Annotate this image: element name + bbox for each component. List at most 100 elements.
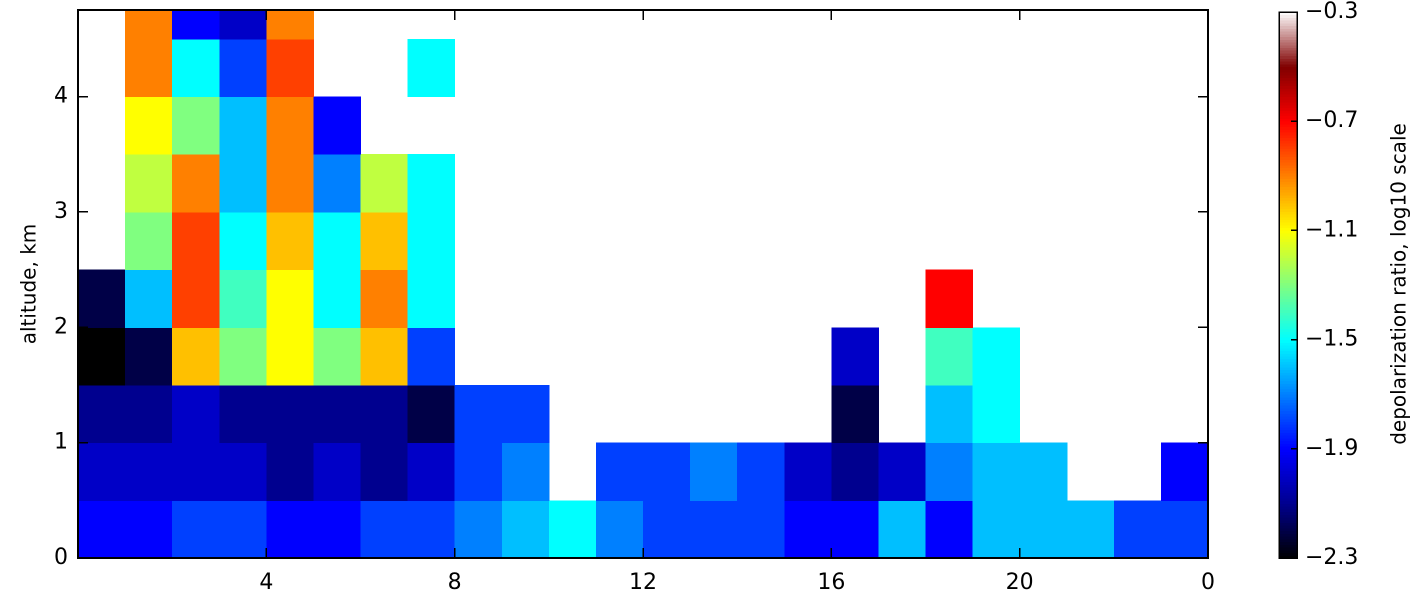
heat-cell [548, 500, 597, 559]
colorbar-step [1279, 31, 1297, 35]
heat-cell [313, 154, 361, 213]
heat-cell [1019, 500, 1068, 559]
colorbar-step [1279, 473, 1297, 477]
heat-cell [78, 500, 126, 559]
heat-cell [266, 211, 314, 271]
colorbar-step [1279, 443, 1297, 447]
colorbar-step [1279, 183, 1297, 188]
colorbar-step [1279, 446, 1297, 450]
colorbar-step [1279, 227, 1297, 231]
colorbar-step [1279, 462, 1297, 466]
heat-cell [360, 384, 409, 444]
colorbar-step [1279, 77, 1297, 81]
colorbar-step [1279, 552, 1297, 556]
heat-cell [313, 96, 361, 155]
heat-cell [407, 154, 456, 213]
colorbar-step [1279, 238, 1297, 242]
colorbar-step [1279, 369, 1297, 373]
heat-cell [925, 442, 974, 501]
colorbar-step [1279, 88, 1297, 92]
y-tick-label: 2 [54, 314, 68, 339]
heat-cell [172, 500, 220, 559]
colorbar-step [1279, 276, 1297, 281]
heat-cell [925, 327, 974, 386]
heat-cell [878, 442, 926, 501]
heat-cell [172, 38, 220, 98]
colorbar-step [1279, 312, 1297, 316]
heat-cell [78, 384, 126, 444]
colorbar-tick-label: −0.3 [1305, 0, 1358, 24]
colorbar-step [1279, 527, 1297, 532]
heat-cell [501, 442, 550, 501]
colorbar-step [1279, 192, 1297, 196]
colorbar-step [1279, 178, 1297, 182]
colorbar-step [1279, 265, 1297, 270]
colorbar-step [1279, 126, 1297, 130]
heat-cell [454, 442, 503, 501]
heat-cell [972, 384, 1021, 444]
colorbar-step [1279, 361, 1297, 365]
colorbar-step [1279, 380, 1297, 384]
heat-cell [266, 10, 314, 40]
heat-cell [125, 500, 173, 559]
colorbar-tick-label: −2.3 [1305, 545, 1358, 570]
colorbar-step [1279, 391, 1297, 395]
colorbar-step [1279, 470, 1297, 474]
colorbar-step [1279, 197, 1297, 201]
colorbar-step [1279, 219, 1297, 223]
colorbar-step [1279, 405, 1297, 409]
colorbar-step [1279, 301, 1297, 305]
colorbar-step [1279, 355, 1297, 360]
heat-cell [266, 500, 314, 559]
y-tick-label: 3 [54, 199, 68, 224]
colorbar-step [1279, 421, 1297, 425]
heat-cell [219, 38, 267, 98]
heat-cell [1019, 442, 1068, 501]
heat-cell [407, 211, 456, 271]
heat-cell [407, 500, 456, 559]
colorbar-step [1279, 241, 1297, 245]
colorbar-step [1279, 375, 1297, 379]
heat-cell [313, 384, 361, 444]
y-tick-label: 4 [54, 84, 68, 109]
x-tick-label: 16 [817, 570, 845, 595]
colorbar-step [1279, 353, 1297, 357]
colorbar-step [1279, 107, 1297, 111]
colorbar-step [1279, 549, 1297, 554]
heat-cell [172, 269, 220, 328]
colorbar-step [1279, 222, 1297, 226]
colorbar-tick-label: −1.5 [1305, 327, 1358, 352]
heat-cell [172, 96, 220, 155]
colorbar-tick-label: −1.1 [1305, 217, 1358, 242]
colorbar-step [1279, 235, 1297, 240]
heat-cell [831, 327, 879, 386]
colorbar-step [1279, 129, 1297, 133]
colorbar-step [1279, 162, 1297, 166]
colorbar-step [1279, 205, 1297, 210]
colorbar-step [1279, 230, 1297, 234]
colorbar-step [1279, 467, 1297, 472]
heat-cell [737, 442, 785, 501]
colorbar-tick-label: −1.9 [1305, 436, 1358, 461]
x-tick-label: 8 [448, 570, 462, 595]
colorbar-step [1279, 522, 1297, 526]
colorbar-step [1279, 279, 1297, 283]
heat-cell [1066, 500, 1115, 559]
heat-cell [125, 154, 173, 213]
heat-cell [1113, 500, 1162, 559]
colorbar-step [1279, 465, 1297, 469]
colorbar-step [1279, 519, 1297, 524]
colorbar-step [1279, 448, 1297, 453]
colorbar-step [1279, 506, 1297, 510]
colorbar-step [1279, 497, 1297, 502]
colorbar-step [1279, 123, 1297, 128]
heat-cell [454, 500, 503, 559]
colorbar-step [1279, 476, 1297, 480]
colorbar-frame [1278, 11, 1298, 559]
colorbar-step [1279, 325, 1297, 330]
heat-cell [737, 500, 785, 559]
colorbar-step [1279, 249, 1297, 253]
heat-cell [125, 327, 173, 386]
heat-cell [125, 38, 173, 98]
heat-cell [313, 500, 361, 559]
